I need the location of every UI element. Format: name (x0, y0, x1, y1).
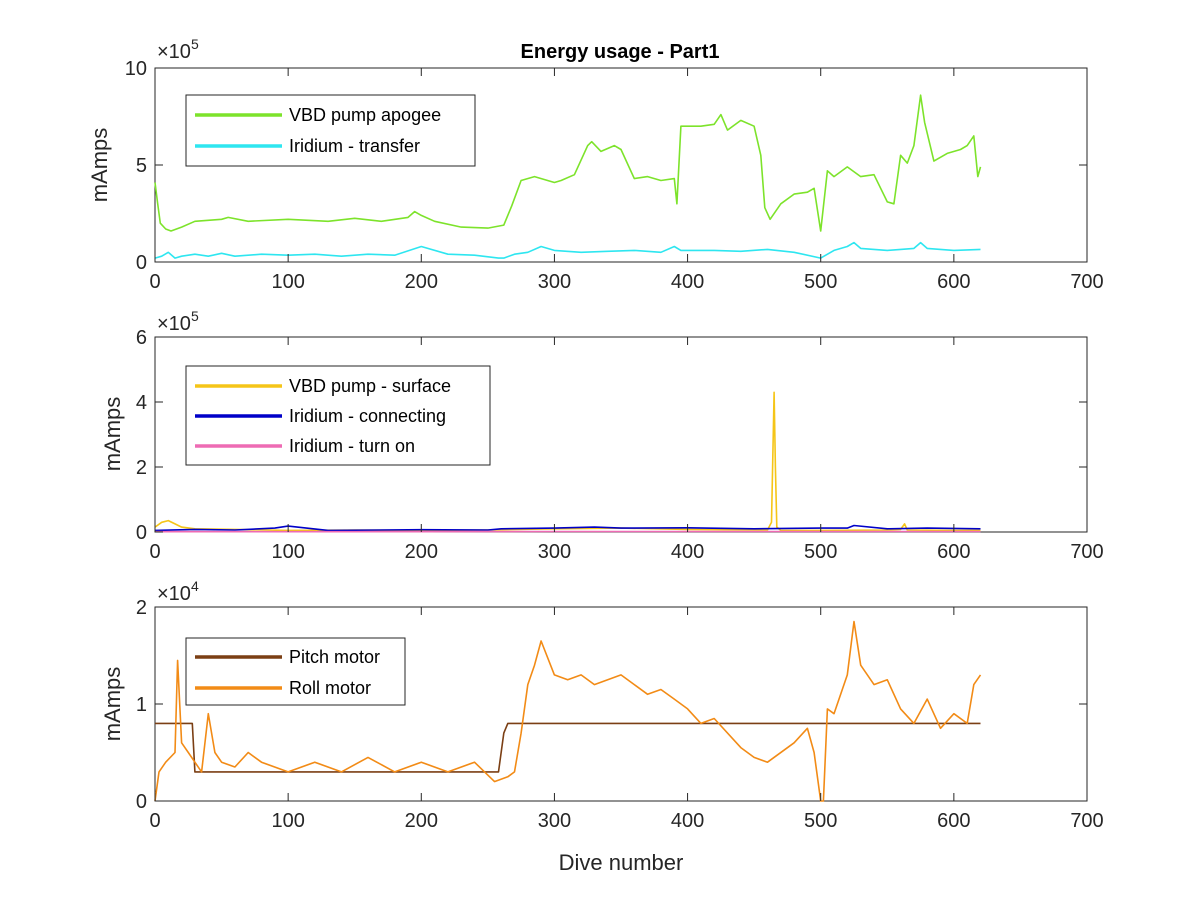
x-tick-label: 200 (405, 541, 438, 563)
legend-label-iridium-transfer: Iridium - transfer (289, 136, 420, 156)
subplot-2-y-exponent: ×105 (157, 308, 199, 335)
x-tick-label: 500 (804, 541, 837, 563)
x-tick-label: 300 (538, 541, 571, 563)
legend-label-vbd-pump-apogee: VBD pump apogee (289, 105, 441, 125)
legend-label-iridium-turn-on: Iridium - turn on (289, 436, 415, 456)
x-tick-label: 700 (1070, 271, 1103, 293)
y-tick-label: 1 (136, 694, 147, 716)
subplot-3-y-label: mAmps (100, 667, 125, 742)
y-tick-label: 4 (136, 392, 147, 414)
x-tick-label: 0 (149, 541, 160, 563)
x-tick-label: 300 (538, 271, 571, 293)
y-tick-label: 0 (136, 522, 147, 544)
y-tick-label: 0 (136, 252, 147, 274)
series-line-roll-motor (154, 620, 982, 802)
x-tick-label: 200 (405, 810, 438, 832)
subplot-2-x-ticks: 0 100 200 300 400 500 600 700 (149, 337, 1104, 563)
subplot-3-x-ticks: 0 100 200 300 400 500 600 700 (149, 607, 1104, 832)
subplot-1-y-label: mAmps (87, 128, 112, 203)
x-tick-label: 400 (671, 541, 704, 563)
subplot-2-y-label: mAmps (100, 397, 125, 472)
y-tick-label: 10 (125, 58, 147, 80)
y-tick-label: 2 (136, 597, 147, 619)
x-tick-label: 600 (937, 541, 970, 563)
chart-title: Energy usage - Part1 (521, 41, 720, 63)
subplot-2: 0 100 200 300 400 500 600 700 0 2 4 6 ×105 mAmps V… (100, 308, 1104, 563)
y-tick-label: 0 (136, 791, 147, 813)
series-line-vbd-pump-apogee (154, 94, 982, 232)
subplot-3-series (154, 620, 982, 802)
series-line-iridium-transfer (154, 241, 981, 259)
x-tick-label: 100 (271, 541, 304, 563)
subplot-2-y-ticks: 0 2 4 6 (136, 327, 1087, 544)
x-tick-label: 100 (271, 810, 304, 832)
legend-label-vbd-pump-surface: VBD pump - surface (289, 376, 451, 396)
subplot-3: 0 100 200 300 400 500 600 700 0 1 2 ×104 mAmps Di… (100, 578, 1104, 875)
subplot-1-legend-box (185, 94, 476, 167)
x-tick-label: 500 (804, 810, 837, 832)
x-tick-label: 600 (937, 810, 970, 832)
subplot-1-series (154, 94, 982, 259)
subplot-3-y-exponent: ×104 (157, 578, 199, 605)
x-tick-label: 300 (538, 810, 571, 832)
x-tick-label: 500 (804, 271, 837, 293)
subplot-1-y-ticks: 0 5 10 (125, 58, 1087, 274)
x-tick-label: 700 (1070, 810, 1103, 832)
x-tick-label: 100 (271, 271, 304, 293)
x-tick-label: 600 (937, 271, 970, 293)
subplot-3-legend-box (185, 637, 406, 706)
y-tick-label: 2 (136, 457, 147, 479)
subplot-3-y-ticks: 0 1 2 (136, 597, 1087, 813)
x-tick-label: 700 (1070, 541, 1103, 563)
subplot-1-y-exponent: ×105 (157, 36, 199, 63)
subplot-3-x-label: Dive number (559, 850, 684, 875)
subplot-1: 0 100 200 300 400 500 600 700 0 5 10 ×105 mAmps V… (87, 36, 1104, 293)
legend-label-iridium-connecting: Iridium - connecting (289, 406, 446, 426)
x-tick-label: 400 (671, 810, 704, 832)
x-tick-label: 0 (149, 810, 160, 832)
legend-label-pitch-motor: Pitch motor (289, 647, 380, 667)
series-line-iridium-connecting (154, 524, 981, 532)
subplot-1-legend: VBD pump apogee Iridium - transfer (185, 94, 476, 167)
x-tick-label: 0 (149, 271, 160, 293)
legend-label-roll-motor: Roll motor (289, 678, 371, 698)
subplot-1-x-ticks: 0 100 200 300 400 500 600 700 (149, 68, 1104, 293)
x-tick-label: 400 (671, 271, 704, 293)
series-line-pitch-motor (155, 722, 981, 773)
x-tick-label: 200 (405, 271, 438, 293)
subplot-3-legend: Pitch motor Roll motor (185, 637, 406, 706)
subplot-2-legend: VBD pump - surface Iridium - connecting … (185, 365, 491, 466)
y-tick-label: 5 (136, 155, 147, 177)
y-tick-label: 6 (136, 327, 147, 349)
